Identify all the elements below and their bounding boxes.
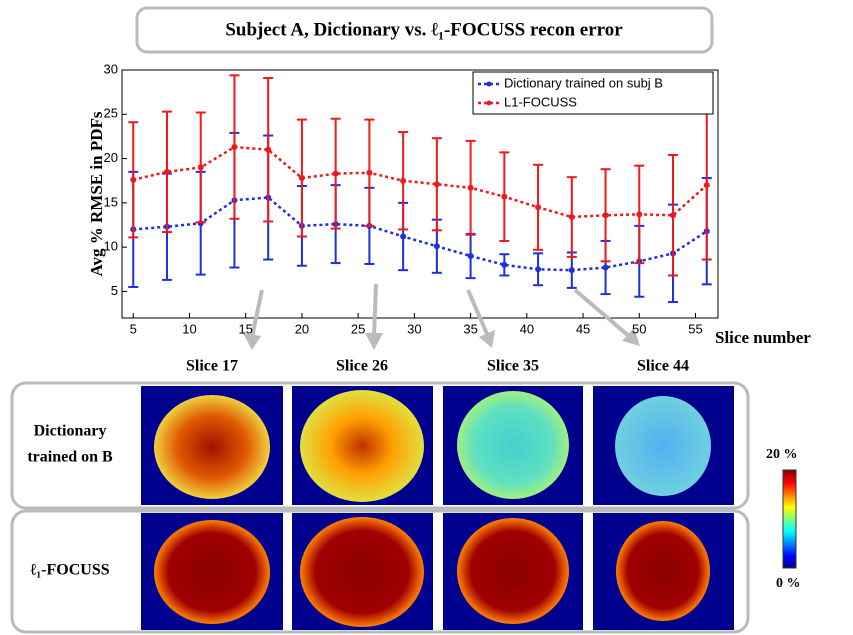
- chart-title: Subject A, Dictionary vs. ℓ₁-FOCUSS reco…: [225, 19, 623, 40]
- point: [231, 144, 238, 151]
- point: [265, 146, 272, 153]
- point: [568, 267, 575, 274]
- point: [433, 243, 440, 250]
- colorbar: [782, 469, 797, 569]
- point: [568, 214, 575, 221]
- point: [501, 193, 508, 200]
- column-label: Slice 17: [186, 358, 238, 375]
- x-tick-label: 20: [295, 321, 309, 336]
- point: [602, 264, 609, 271]
- x-tick-label: 40: [520, 321, 534, 336]
- point: [467, 253, 474, 259]
- point: [400, 233, 407, 240]
- y-tick-label: 10: [104, 239, 118, 254]
- x-tick-label: 30: [407, 321, 421, 336]
- x-tick-label: 45: [576, 321, 590, 336]
- column-label: Slice 44: [637, 358, 689, 375]
- y-tick-label: 25: [104, 106, 118, 121]
- point: [332, 170, 339, 177]
- point: [501, 261, 508, 268]
- series-line: [133, 196, 708, 272]
- arrows: [243, 283, 640, 350]
- colorbar-min: 0 %: [776, 576, 801, 591]
- x-tick-label: 25: [351, 321, 365, 336]
- row-box: [10, 509, 750, 634]
- y-tick-label: 20: [104, 150, 118, 165]
- column-label: Slice 26: [336, 358, 388, 375]
- legend-marker: [486, 81, 492, 87]
- x-tick-label: 55: [688, 321, 702, 336]
- row-label: Dictionary: [34, 423, 107, 440]
- point: [703, 182, 710, 189]
- plot-frame: [121, 69, 719, 319]
- y-tick-label: 5: [111, 283, 118, 298]
- column-label: Slice 35: [487, 358, 539, 375]
- y-tick-label: 30: [104, 61, 118, 76]
- legend-marker: [486, 100, 492, 106]
- x-tick-label: 50: [632, 321, 646, 336]
- point: [636, 211, 643, 218]
- point: [163, 168, 170, 175]
- point: [197, 164, 204, 171]
- x-tick-label: 15: [238, 321, 252, 336]
- point: [670, 212, 677, 219]
- point: [298, 175, 305, 182]
- point: [467, 184, 474, 191]
- y-tick-label: 15: [104, 194, 118, 209]
- y-axis-label: Avg % RMSE in PDFs: [87, 111, 106, 276]
- point: [400, 177, 407, 184]
- row-label: trained on B: [27, 449, 113, 466]
- point: [433, 181, 440, 188]
- point: [535, 266, 542, 273]
- legend-label: L1-FOCUSS: [504, 94, 577, 109]
- x-axis-label: Slice number: [715, 328, 811, 347]
- legend-box: [472, 71, 714, 115]
- brain-images: [141, 386, 734, 630]
- title-box: [135, 6, 714, 54]
- legend-label: Dictionary trained on subj B: [504, 75, 663, 90]
- x-tick-label: 35: [463, 321, 477, 336]
- series-line: [132, 145, 708, 219]
- point: [130, 176, 137, 183]
- colorbar-max: 20 %: [766, 447, 798, 462]
- x-tick-label: 5: [130, 321, 137, 336]
- point: [366, 169, 373, 176]
- point: [535, 204, 542, 211]
- x-tick-label: 10: [182, 321, 196, 336]
- row-label: ℓ₁-FOCUSS: [30, 562, 109, 579]
- row-box: [10, 381, 750, 510]
- point: [602, 212, 609, 219]
